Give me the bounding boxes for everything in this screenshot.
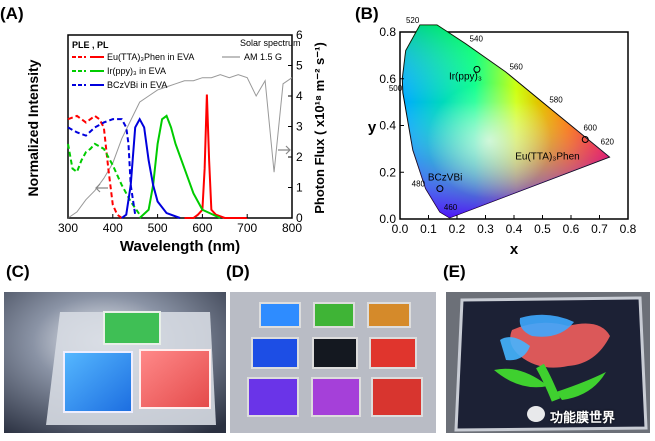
y2-tick-label-a: 0 — [296, 211, 303, 225]
pl-line-2 — [121, 117, 181, 219]
x-tick-label-a: 700 — [237, 221, 257, 235]
flower-petal-blue-2 — [500, 337, 530, 361]
film-d-8 — [311, 377, 361, 417]
solar-legend-label: AM 1.5 G — [244, 52, 282, 62]
y2-tick-label-a: 5 — [296, 59, 303, 73]
flower-petal-blue — [519, 314, 574, 337]
film-d-6 — [369, 337, 417, 369]
x-tick-label-a: 400 — [103, 221, 123, 235]
x-tick-label-a: 300 — [58, 221, 78, 235]
watermark-text: 功能膜世界 — [550, 411, 616, 426]
wechat-icon — [527, 406, 545, 422]
legend-label: BCzVBi in EVA — [107, 80, 167, 90]
panel-label-e: (E) — [443, 262, 466, 281]
solar-label: Solar spectrum — [240, 38, 301, 48]
pl-line-1 — [139, 114, 221, 219]
y2-tick-label-a: 2 — [296, 150, 303, 164]
legend-label: Ir(ppy)₃ in EVA — [107, 66, 166, 76]
flower-leaf-right — [556, 372, 606, 400]
arrow-right — [278, 145, 291, 155]
y-axis-title-a: Normalized Intensity — [25, 59, 41, 196]
x-tick-label-a: 600 — [192, 221, 212, 235]
red-film-sample — [139, 349, 211, 409]
film-d-2 — [313, 302, 355, 328]
y2-tick-label-a: 1 — [296, 181, 303, 195]
arrow-left — [95, 183, 108, 193]
ple-line-2 — [67, 118, 137, 215]
blue-film-sample — [63, 351, 133, 413]
green-film-sample — [103, 311, 161, 345]
legend-header: PLE , PL — [72, 40, 109, 50]
y2-axis-title-a: Photon Flux ( x10¹⁸ m⁻² s⁻¹) — [312, 42, 327, 214]
y2-tick-label-a: 6 — [296, 28, 303, 42]
ple-line-0 — [67, 114, 123, 219]
film-d-9 — [371, 377, 423, 417]
y2-tick-label-a: 3 — [296, 120, 303, 134]
film-d-4 — [251, 337, 299, 369]
legend-label: Eu(TTA)₃Phen in EVA — [107, 52, 194, 62]
film-d-7 — [247, 377, 299, 417]
panel-label-a: (A) — [0, 4, 24, 23]
solar-spectrum-line — [67, 74, 293, 219]
panel-label-c: (C) — [6, 262, 30, 281]
x-axis-title-a: Wavelength (nm) — [120, 238, 240, 255]
y2-tick-label-a: 4 — [296, 89, 303, 103]
flower-leaf-left — [494, 368, 548, 388]
x-tick-label-a: 800 — [282, 221, 302, 235]
flower-stem — [536, 363, 561, 402]
film-d-1 — [259, 302, 301, 328]
film-d-3 — [367, 302, 411, 328]
panel-label-d: (D) — [226, 262, 250, 281]
pl-line-0 — [184, 94, 248, 219]
spectra-chart: 300 400 500 600 700 800 0 1 2 3 4 5 6 PLE , PL Eu(T… — [25, 28, 327, 255]
film-d-5 — [312, 337, 358, 369]
x-tick-label-a: 500 — [148, 221, 168, 235]
panel-label-b: (B) — [355, 4, 379, 23]
